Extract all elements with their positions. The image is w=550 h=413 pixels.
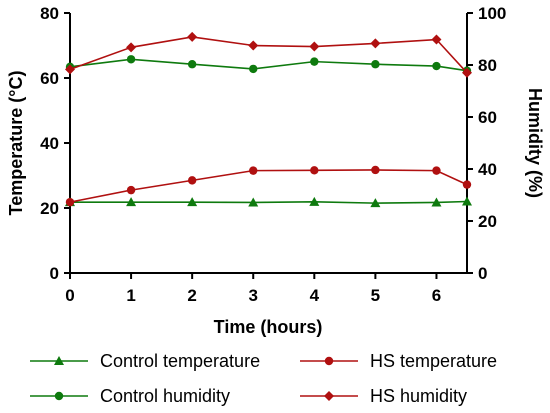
legend-marker <box>324 391 334 401</box>
legend-item: HS humidity <box>300 386 467 406</box>
data-point <box>309 196 320 206</box>
chart-axes <box>69 13 468 274</box>
y-left-tick-label: 40 <box>40 134 59 153</box>
x-tick-label: 6 <box>432 286 441 305</box>
data-point <box>371 60 380 69</box>
data-point <box>370 198 381 208</box>
data-point <box>370 38 381 49</box>
series-hs-humidity <box>65 31 472 78</box>
legend-item: Control humidity <box>30 386 230 406</box>
legend-label: HS humidity <box>370 386 467 406</box>
series-line <box>70 200 468 204</box>
data-point <box>187 176 197 185</box>
data-point <box>462 196 472 206</box>
data-point <box>126 185 136 195</box>
series-control-temperature <box>65 196 472 208</box>
series-line <box>69 58 468 72</box>
x-tick-label: 3 <box>248 286 257 305</box>
legend-marker <box>324 356 334 366</box>
y-right-tick-label: 40 <box>478 160 497 179</box>
data-point <box>249 64 258 74</box>
data-point <box>248 197 259 207</box>
data-point <box>462 180 472 189</box>
data-point <box>187 31 198 42</box>
data-point <box>126 42 137 53</box>
legend-label: HS temperature <box>370 351 497 371</box>
series-layer <box>65 31 472 208</box>
legend-marker <box>54 391 64 401</box>
legend-item: HS temperature <box>300 351 497 371</box>
data-point <box>249 166 258 175</box>
legend-label: Control temperature <box>100 351 260 371</box>
y-right-tick-label: 80 <box>478 56 497 75</box>
series-line <box>69 36 468 74</box>
data-point <box>126 197 137 207</box>
legend-label: Control humidity <box>100 386 230 406</box>
y-right-tick-label: 20 <box>478 212 497 231</box>
y-left-tick-label: 60 <box>40 69 59 88</box>
legend: Control temperature Control humidity HS te… <box>30 351 497 406</box>
x-tick-label: 4 <box>310 286 320 305</box>
series-control-humidity <box>65 55 472 75</box>
data-point <box>126 55 136 64</box>
y-axis-right-title: Humidity (%) <box>525 88 545 198</box>
data-point <box>309 41 320 52</box>
data-point <box>187 197 198 207</box>
x-tick-label: 2 <box>187 286 196 305</box>
data-point <box>371 165 380 175</box>
data-point <box>432 166 441 175</box>
data-point <box>65 197 75 207</box>
y-left-tick-label: 0 <box>50 264 59 283</box>
data-point <box>310 57 319 66</box>
x-tick-label: 0 <box>65 286 74 305</box>
y-left-tick-label: 80 <box>40 4 59 23</box>
data-point <box>462 67 472 78</box>
y-axis-left-title: Temperature (°C) <box>6 71 26 216</box>
data-point <box>431 197 442 207</box>
x-axis-title: Time (hours) <box>214 317 323 337</box>
series-hs-temperature <box>65 165 472 207</box>
y-right-tick-label: 100 <box>478 4 506 23</box>
y-right-tick-label: 60 <box>478 108 497 127</box>
legend-marker <box>54 356 64 365</box>
data-point <box>310 166 319 175</box>
data-point <box>65 64 75 75</box>
data-point <box>187 60 197 69</box>
data-point <box>431 34 442 45</box>
y-left-tick-label: 20 <box>40 199 59 218</box>
legend-item: Control temperature <box>30 351 260 371</box>
data-point <box>432 61 441 71</box>
series-line <box>69 169 468 203</box>
y-right-tick-label: 0 <box>478 264 487 283</box>
x-tick-label: 1 <box>126 286 135 305</box>
data-point <box>248 40 259 51</box>
x-tick-label: 5 <box>371 286 380 305</box>
